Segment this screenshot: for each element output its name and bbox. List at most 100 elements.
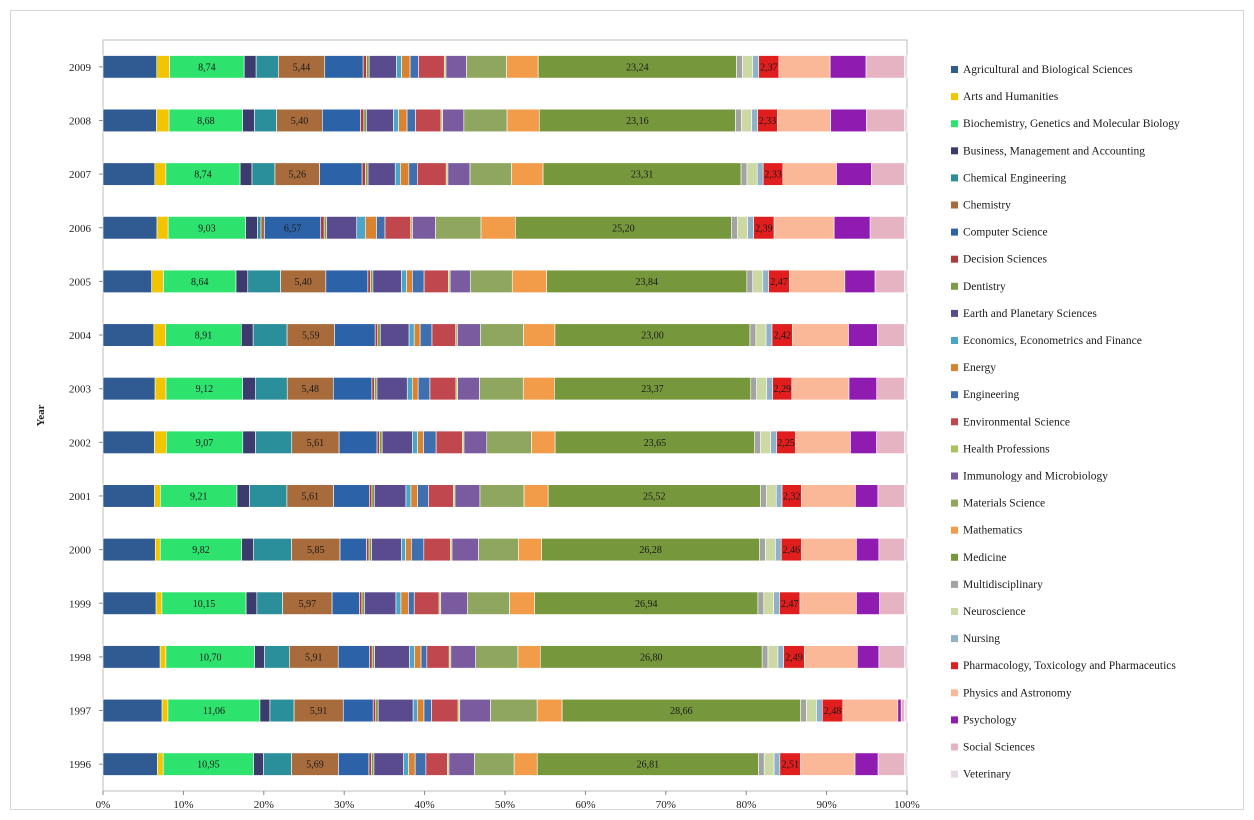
bar-segment [153,323,167,347]
bar-segment [367,269,371,293]
bar-segment [417,162,447,186]
bar-segment [371,538,402,562]
bar-segment [777,645,785,669]
bar-segment [490,698,538,723]
bar-segment [241,538,254,562]
bar-segment [368,538,372,562]
legend-label: Health Professions [963,443,1050,455]
bar-segment [401,55,411,79]
bar-segment [356,216,366,240]
bar-segment [904,323,908,347]
legend-label: Veterinary [963,769,1011,781]
bar-segment [161,698,169,723]
bar-segment [370,269,374,293]
bar-segment [431,698,459,723]
bar-segment [750,377,757,401]
bar-segment [324,55,364,79]
x-tick-label: 50% [495,799,515,811]
bar-segment [511,162,544,186]
bar-segment [371,645,375,669]
bar-segment [904,591,908,615]
bar-segment [874,269,905,293]
bar-segment [871,162,905,186]
data-label: 2,49 [785,652,803,663]
bar-segment [854,752,879,776]
bar-segment [406,377,413,401]
data-label: 5,91 [305,652,323,663]
bar-segment [369,645,373,669]
bar-segment [401,269,407,293]
bar-segment [417,484,429,508]
bar-segment [747,216,754,240]
bar-segment [423,269,449,293]
bar-segment [376,430,380,454]
bar-segment [102,484,155,508]
bar-segment [904,430,908,454]
bar-segment [463,430,488,454]
data-label: 9,03 [198,223,216,234]
bar-segment [755,323,767,347]
data-label: 10,15 [193,599,216,610]
bar-segment [855,484,879,508]
bar-segment [756,162,764,186]
bar-segment [904,108,908,133]
y-tick-label: 1999 [69,598,92,610]
bar-segment [249,484,288,508]
bar-segment [765,538,776,562]
legend-label: Materials Science [963,498,1045,510]
x-tick-label: 90% [817,799,837,811]
legend-swatch [951,255,958,263]
bar-segment [842,698,899,723]
legend-swatch [951,553,958,561]
bar-segment [259,698,271,723]
legend-swatch [951,499,958,507]
bar-segment [413,591,440,615]
data-label: 8,64 [191,277,209,288]
legend-swatch [951,66,958,73]
bar-segment [368,752,372,776]
bar-segment [409,645,415,669]
bar-segment [877,752,905,776]
bar-segment [746,269,754,293]
bar-segment [360,108,365,133]
bar-segment [371,484,375,508]
bar-segment [856,591,880,615]
x-tick-label: 10% [173,799,193,811]
bar-segment [154,377,167,401]
bar-segment [479,377,524,401]
bar-segment [245,591,258,615]
bar-segment [342,698,374,723]
legend-label: Dentistry [963,281,1006,293]
bar-segment [374,377,378,401]
data-label: 23,37 [641,384,664,395]
x-tick-label: 70% [656,799,676,811]
data-label: 23,00 [641,331,664,342]
bar-segment [395,591,402,615]
bar-segment [735,108,742,133]
bar-segment [799,591,857,615]
x-tick-label: 30% [334,799,354,811]
legend-label: Chemistry [963,200,1011,212]
bar-segment [102,269,153,293]
legend-label: Social Sciences [963,742,1035,754]
bar-segment [236,484,250,508]
bar-segment [359,591,363,615]
bar-segment [767,645,779,669]
bar-segment [339,538,367,562]
bar-segment [454,484,481,508]
y-tick-label: 2006 [69,223,92,235]
bar-segment [154,484,161,508]
bar-segment [522,377,555,401]
bar-segment [393,108,399,133]
bar-segment [376,377,408,401]
bar-segment [775,484,783,508]
legend-label: Environmental Science [963,416,1070,428]
bar-segment [410,484,418,508]
bar-segment [876,377,905,401]
bar-segment [102,430,155,454]
bar-segment [877,484,905,508]
data-label: 23,24 [626,62,649,73]
bar-segment [384,216,412,240]
bar-segment [269,698,295,723]
bar-segment [778,55,831,79]
